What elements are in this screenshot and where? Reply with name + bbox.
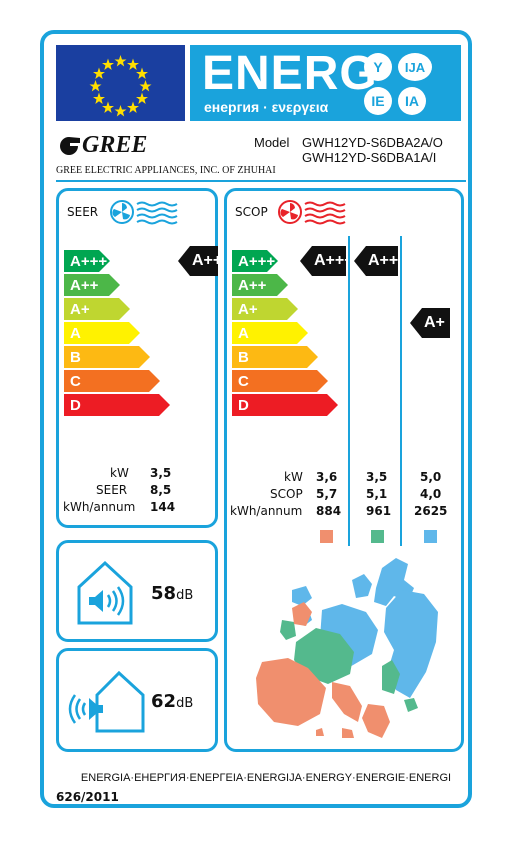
scop-scop-label: SCOP	[270, 487, 303, 501]
seer-rating-label: A+++	[192, 252, 232, 269]
scop-title: SCOP	[235, 205, 268, 219]
indoor-speaker-icon	[77, 560, 133, 625]
seer-seer-label: SEER	[96, 483, 128, 497]
seer-scale-arrow-0: A+++	[64, 250, 110, 272]
scop-warmer-scop: 5,7	[316, 487, 338, 501]
outdoor-noise-number: 62	[151, 691, 177, 712]
scop-scale-arrow-2: A+	[232, 298, 298, 320]
lang-badge-ie: IE	[364, 87, 392, 115]
indoor-noise-unit: dB	[176, 588, 194, 603]
footer-languages: ENERGIA·ЕНЕРГИЯ·ΕΝΕΡΓΕΙΑ·ENERGIJA·ENERGY…	[80, 772, 452, 784]
seer-scale-label-3: A	[70, 324, 81, 342]
seer-scale-arrow-2: A+	[64, 298, 130, 320]
energy-subtitle: енергия · ενεργεια	[204, 99, 329, 115]
scop-colder-annum: 2625	[414, 504, 448, 518]
seer-annum-label: kWh/annum	[63, 500, 136, 514]
scop-scale-label-0: A+++	[238, 252, 276, 270]
scop-scale-label-3: A	[238, 324, 249, 342]
scop-scale-label-5: C	[238, 372, 249, 390]
scop-scale-arrow-0: A+++	[232, 250, 278, 272]
indoor-noise-value: 58dB	[151, 583, 193, 604]
seer-scale-label-2: A+	[70, 300, 90, 318]
seer-annum-value: 144	[150, 500, 176, 514]
cooling-fan-icon	[110, 200, 178, 225]
scop-colder-kw: 5,0	[420, 470, 442, 484]
scop-scale-arrow-4: B	[232, 346, 318, 368]
lang-badge-ija: IJA	[398, 53, 432, 81]
scop-rating-label-colder: A+	[424, 314, 445, 331]
seer-title: SEER	[67, 205, 99, 219]
outdoor-noise-panel: 62dB	[56, 648, 218, 752]
seer-kw-label: kW	[110, 466, 129, 480]
energy-title: ENERG	[202, 47, 378, 100]
climate-colder-swatch	[424, 530, 437, 543]
scop-scale-arrow-3: A	[232, 322, 308, 344]
scop-scale-label-1: A++	[238, 276, 267, 294]
scop-scale-label-4: B	[238, 348, 249, 366]
scop-kw-label: kW	[284, 470, 303, 484]
energy-header: ENERG енергия · ενεργεια Y IJA IE IA	[190, 45, 461, 121]
seer-scale-arrow-1: A++	[64, 274, 120, 296]
outdoor-noise-value: 62dB	[151, 691, 193, 712]
scop-scale-arrow-5: C	[232, 370, 328, 392]
scop-average-annum: 961	[366, 504, 392, 518]
brand-name: GREE	[82, 132, 148, 158]
label-frame	[40, 30, 472, 808]
header-divider	[56, 180, 466, 182]
model-label: Model	[254, 135, 290, 150]
scop-divider-1	[348, 236, 350, 546]
scop-colder-scop: 4,0	[420, 487, 442, 501]
eu-stars-icon	[89, 55, 152, 117]
seer-scale-label-4: B	[70, 348, 81, 366]
scop-divider-2	[400, 236, 402, 546]
outdoor-noise-unit: dB	[176, 696, 194, 711]
indoor-noise-panel: 58dB	[56, 540, 218, 642]
seer-panel: SEER	[56, 188, 218, 528]
scop-rating-label-average: A+++	[368, 252, 408, 269]
indoor-noise-number: 58	[151, 583, 177, 604]
seer-scale-arrow-5: C	[64, 370, 160, 392]
brand-company: GREE ELECTRIC APPLIANCES, INC. OF ZHUHAI	[56, 165, 276, 176]
seer-seer-value: 8,5	[150, 483, 172, 497]
model-number-outdoor: GWH12YD-S6DBA2A/O	[302, 135, 443, 150]
seer-kw-value: 3,5	[150, 466, 172, 480]
europe-climate-map	[256, 558, 438, 738]
scop-panel: SCOP	[224, 188, 464, 752]
lang-badge-y: Y	[364, 53, 392, 81]
climate-warmer-swatch	[320, 530, 333, 543]
seer-scale-label-0: A+++	[70, 252, 108, 270]
seer-scale-label-1: A++	[70, 276, 99, 294]
scop-scale-label-6: D	[238, 396, 249, 414]
eu-flag	[56, 45, 185, 121]
seer-scale-arrow-4: B	[64, 346, 150, 368]
lang-badge-ia: IA	[398, 87, 426, 115]
seer-scale-arrow-6: D	[64, 394, 170, 416]
scop-warmer-annum: 884	[316, 504, 342, 518]
seer-scale-label-5: C	[70, 372, 81, 390]
scop-average-kw: 3,5	[366, 470, 388, 484]
regulation-number: 626/2011	[56, 790, 119, 804]
scop-annum-label: kWh/annum	[230, 504, 303, 518]
scop-scale-arrow-6: D	[232, 394, 338, 416]
model-number-indoor: GWH12YD-S6DBA1A/I	[302, 150, 437, 165]
scop-scale-label-2: A+	[238, 300, 258, 318]
brand: GREE	[56, 132, 147, 159]
gree-logo-icon	[60, 136, 80, 155]
outdoor-speaker-icon	[68, 670, 145, 733]
seer-scale-arrow-3: A	[64, 322, 140, 344]
seer-scale-label-6: D	[70, 396, 81, 414]
scop-warmer-kw: 3,6	[316, 470, 338, 484]
scop-scale-arrow-1: A++	[232, 274, 288, 296]
scop-rating-label-warmer: A+++	[314, 252, 354, 269]
scop-average-scop: 5,1	[366, 487, 388, 501]
heating-fan-icon	[278, 200, 346, 225]
climate-average-swatch	[371, 530, 384, 543]
